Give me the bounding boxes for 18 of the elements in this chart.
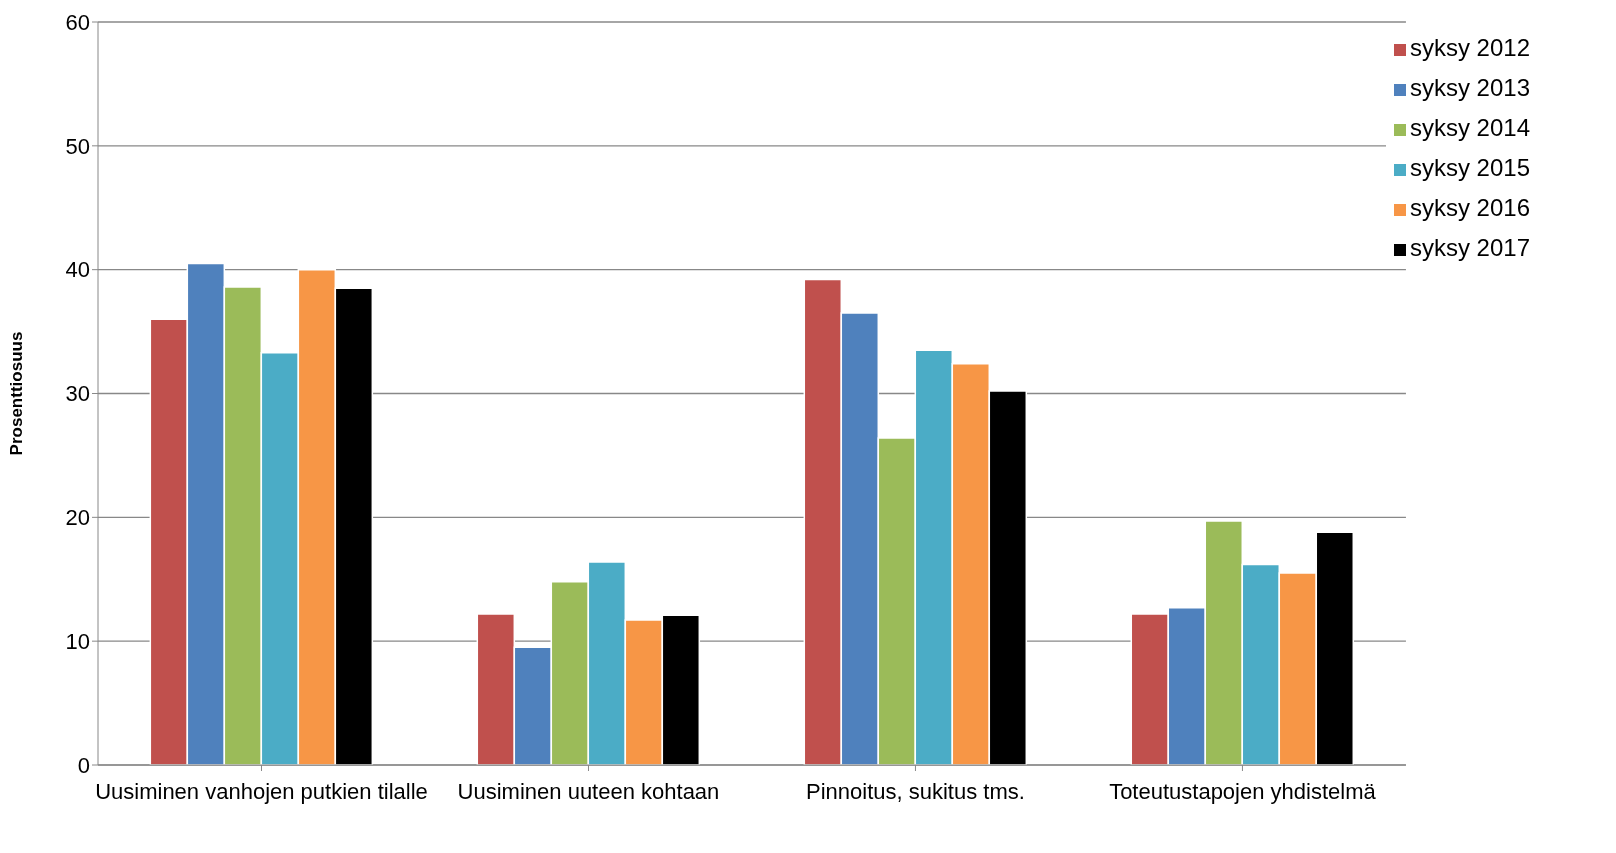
y-tick-label: 0 bbox=[77, 752, 90, 778]
x-tick-label: Uusiminen vanhojen putkien tilalle bbox=[95, 779, 428, 804]
legend-label: syksy 2016 bbox=[1409, 194, 1530, 221]
y-tick-label: 40 bbox=[65, 257, 90, 283]
y-tick-label: 60 bbox=[65, 9, 90, 35]
legend-label: syksy 2014 bbox=[1409, 114, 1530, 141]
legend-label: syksy 2012 bbox=[1409, 34, 1530, 61]
x-tick-label: Uusiminen uuteen kohtaan bbox=[457, 779, 720, 804]
legend-label: syksy 2017 bbox=[1409, 234, 1530, 261]
legend-label: syksy 2015 bbox=[1409, 154, 1530, 181]
y-tick-label: 50 bbox=[65, 133, 90, 159]
x-tick-label: Toteutustapojen yhdistelmä bbox=[1109, 779, 1377, 804]
y-tick-label: 30 bbox=[65, 381, 90, 407]
legend-label: syksy 2013 bbox=[1409, 74, 1530, 101]
y-tick-label: 20 bbox=[65, 505, 90, 531]
y-axis-title: Prosenttiosuus bbox=[7, 331, 27, 456]
x-tick-label: Pinnoitus, sukitus tms. bbox=[806, 779, 1025, 804]
y-tick-label: 10 bbox=[65, 628, 90, 654]
